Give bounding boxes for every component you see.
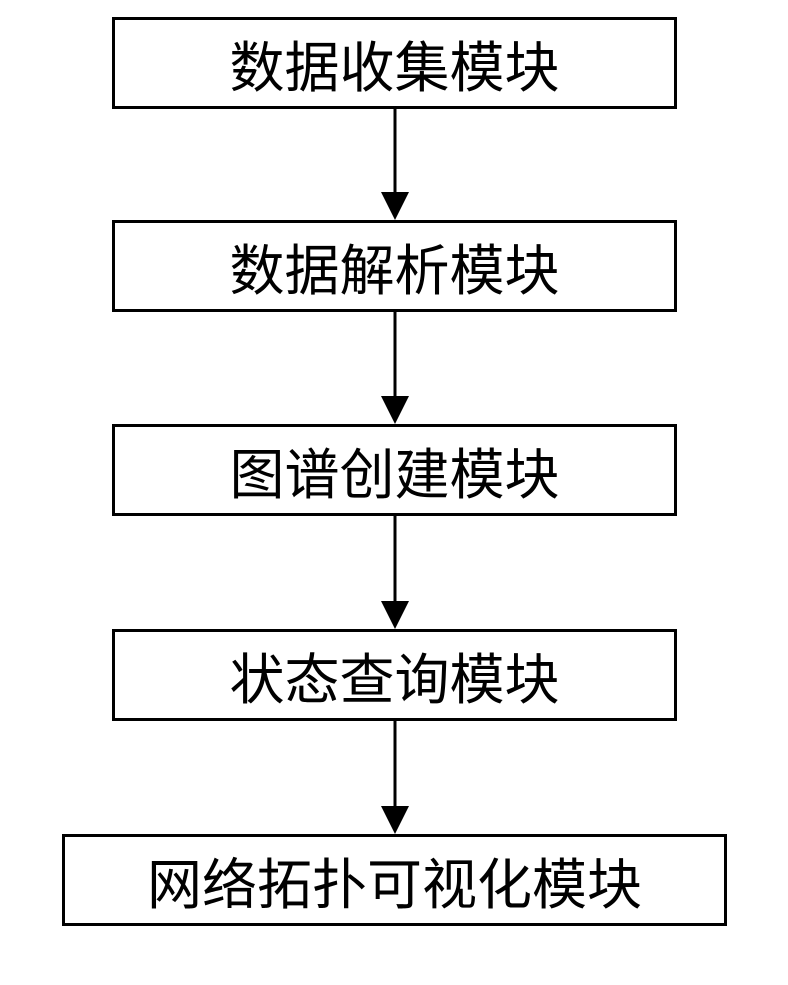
flowchart-node-n5: 网络拓扑可视化模块: [62, 834, 727, 926]
flowchart-node-label: 数据解析模块: [229, 226, 559, 306]
flowchart-arrow-4: [381, 721, 409, 834]
flowchart-node-label: 状态查询模块: [229, 635, 559, 715]
flowchart-arrow-3: [381, 516, 409, 629]
flowchart-arrow-2: [381, 312, 409, 424]
flowchart-node-label: 图谱创建模块: [229, 430, 559, 510]
flowchart-canvas: 数据收集模块数据解析模块图谱创建模块状态查询模块网络拓扑可视化模块: [0, 0, 788, 985]
flowchart-node-n2: 数据解析模块: [112, 220, 677, 312]
flowchart-node-label: 数据收集模块: [229, 23, 559, 103]
flowchart-node-label: 网络拓扑可视化模块: [147, 840, 642, 920]
flowchart-arrow-1: [381, 109, 409, 220]
flowchart-node-n4: 状态查询模块: [112, 629, 677, 721]
flowchart-node-n1: 数据收集模块: [112, 17, 677, 109]
flowchart-node-n3: 图谱创建模块: [112, 424, 677, 516]
